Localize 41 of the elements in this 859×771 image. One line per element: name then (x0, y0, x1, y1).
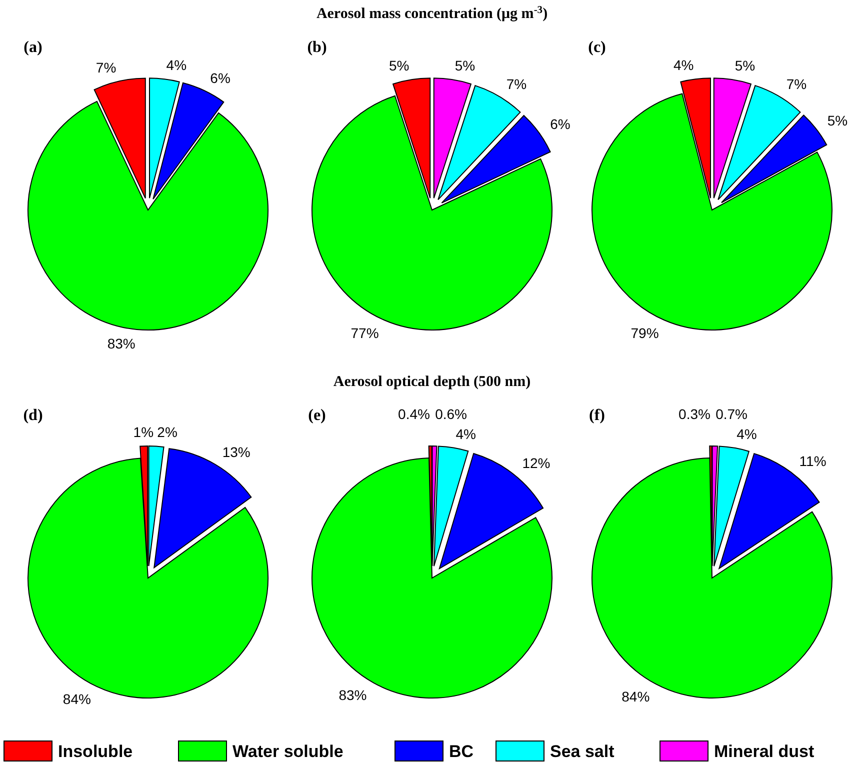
data-label: 5% (734, 58, 756, 74)
legend-label: Insoluble (58, 742, 133, 761)
data-label: 84% (622, 688, 650, 705)
data-label: 4% (166, 57, 187, 74)
data-label: 5% (388, 58, 410, 74)
data-label: 83% (338, 686, 367, 703)
data-label: 5% (454, 58, 476, 74)
data-label: 5% (827, 112, 848, 128)
data-label: 77% (350, 324, 379, 341)
data-label: 79% (630, 324, 659, 341)
data-label: 0.4% (398, 406, 430, 422)
chart-subtitle: (e) (308, 407, 326, 424)
chart-title: Aerosol mass concentration (μg m$^{-3}$) (316, 4, 548, 22)
data-label: 7% (506, 76, 527, 92)
chart-title: Aerosol optical depth (500 nm) (333, 374, 531, 390)
data-label: 12% (522, 455, 550, 472)
data-label: 1% (133, 424, 154, 440)
chart-subtitle: (d) (23, 407, 43, 424)
data-label: 83% (107, 335, 136, 352)
chart-subtitle: (f) (589, 407, 605, 424)
data-label: 0.7% (716, 406, 748, 422)
data-label: 0.6% (435, 406, 468, 422)
data-label: 4% (456, 426, 476, 442)
data-label: 7% (786, 76, 807, 92)
chart-subtitle: (b) (307, 39, 327, 56)
data-label: 6% (550, 116, 570, 132)
data-label: 4% (673, 57, 694, 74)
chart-subtitle: (a) (24, 39, 42, 56)
data-label: 11% (799, 452, 826, 469)
chart-subtitle: (c) (588, 39, 606, 56)
legend-label: BC (449, 742, 474, 761)
data-label: 2% (157, 424, 178, 440)
legend-label: Mineral dust (714, 742, 814, 761)
data-label: 13% (222, 444, 250, 460)
data-label: 4% (736, 426, 757, 442)
data-label: 0.3% (678, 406, 710, 422)
legend-label: Water soluble (232, 742, 344, 761)
data-label: 6% (210, 70, 230, 86)
data-label: 84% (62, 691, 91, 708)
legend-label: Sea salt (550, 742, 615, 761)
data-label: 7% (96, 59, 116, 76)
